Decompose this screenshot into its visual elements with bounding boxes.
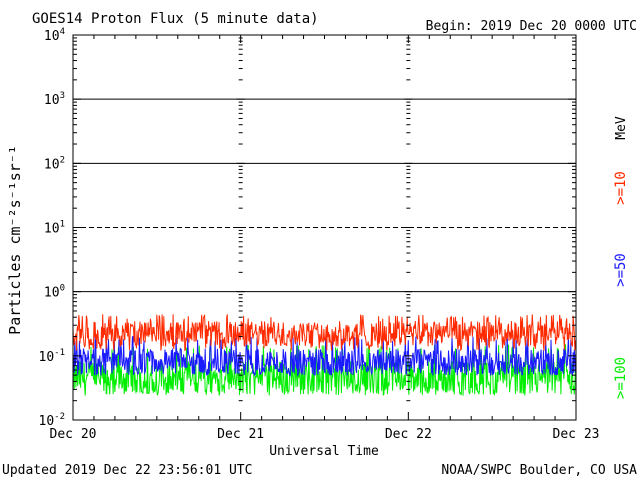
y-tick-label: 10-1 <box>39 348 66 365</box>
y-tick-label: 101 <box>44 220 65 237</box>
series-layer <box>72 314 577 396</box>
y-tick-label: 103 <box>44 91 65 108</box>
updated-label: Updated 2019 Dec 22 23:56:01 UTC <box>2 463 252 478</box>
legend-label: >=50 <box>613 253 629 287</box>
legend-label: >=10 <box>613 171 629 205</box>
series-line <box>72 335 577 377</box>
y-tick-label: 102 <box>44 155 65 172</box>
x-axis-label: Universal Time <box>269 444 379 459</box>
x-tick-label: Dec 23 <box>553 427 600 442</box>
x-tick-label: Dec 22 <box>385 427 432 442</box>
chart-title: GOES14 Proton Flux (5 minute data) <box>32 11 319 27</box>
y-tick-label: 104 <box>44 27 65 44</box>
unit-label: MeV <box>614 116 629 140</box>
label-layer: 10-2 10-1 100 101 102 103 104 Dec 20 Dec 21 Dec 2… <box>39 27 630 442</box>
begin-label: Begin: 2019 Dec 20 0000 UTC <box>426 19 637 34</box>
x-tick-label: Dec 21 <box>217 427 264 442</box>
plot-frame <box>72 34 577 421</box>
series-line <box>72 314 577 352</box>
x-tick-label: Dec 20 <box>50 427 97 442</box>
tick-marks <box>72 35 577 421</box>
y-axis-label: Particles cm⁻²s⁻¹sr⁻¹ <box>6 145 24 335</box>
y-tick-label: 100 <box>44 284 65 301</box>
legend-label: >=100 <box>613 357 629 399</box>
threshold-lines <box>73 98 576 293</box>
y-tick-label: 10-2 <box>39 412 66 429</box>
source-label: NOAA/SWPC Boulder, CO USA <box>441 463 637 478</box>
